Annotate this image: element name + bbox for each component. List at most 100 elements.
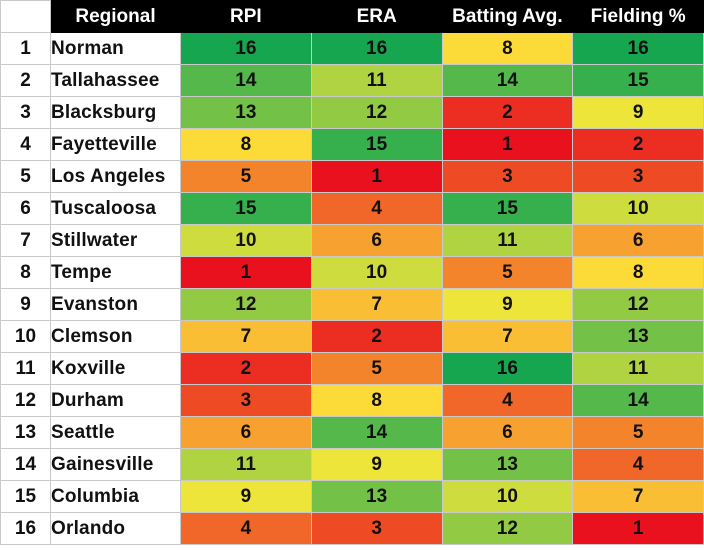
rpi-cell[interactable]: 13 [180,96,312,129]
fielding-pct-cell[interactable]: 13 [572,320,704,353]
fielding-pct-cell[interactable]: 9 [572,96,704,129]
regional-name-cell[interactable]: Tallahassee [50,64,181,97]
fielding-pct-cell[interactable]: 10 [572,192,704,225]
batting-avg-cell[interactable]: 14 [441,64,574,97]
batting-avg-cell[interactable]: 3 [441,160,574,193]
row-number-cell[interactable]: 4 [0,128,51,161]
rpi-cell[interactable]: 4 [180,512,312,545]
fielding-pct-cell[interactable]: 7 [572,480,704,513]
fielding-pct-cell[interactable]: 3 [572,160,704,193]
era-cell[interactable]: 9 [310,448,443,481]
rpi-cell[interactable]: 1 [180,256,312,289]
regional-name-cell[interactable]: Fayetteville [50,128,181,161]
row-number-cell[interactable]: 6 [0,192,51,225]
batting-avg-cell[interactable]: 1 [441,128,574,161]
era-cell[interactable]: 4 [310,192,443,225]
row-number-cell[interactable]: 7 [0,224,51,257]
rpi-cell[interactable]: 16 [180,32,312,65]
header-era[interactable]: ERA [310,0,443,33]
era-cell[interactable]: 14 [310,416,443,449]
era-cell[interactable]: 12 [310,96,443,129]
era-cell[interactable]: 6 [310,224,443,257]
regional-name-cell[interactable]: Tuscaloosa [50,192,181,225]
fielding-pct-cell[interactable]: 11 [572,352,704,385]
regional-name-cell[interactable]: Stillwater [50,224,181,257]
header-regional[interactable]: Regional [50,0,181,33]
fielding-pct-cell[interactable]: 1 [572,512,704,545]
regional-name-cell[interactable]: Los Angeles [50,160,181,193]
era-cell[interactable]: 7 [310,288,443,321]
rpi-cell[interactable]: 9 [180,480,312,513]
row-number-cell[interactable]: 1 [0,32,51,65]
era-cell[interactable]: 3 [310,512,443,545]
regional-name-cell[interactable]: Durham [50,384,181,417]
regional-name-cell[interactable]: Clemson [50,320,181,353]
regional-name-cell[interactable]: Columbia [50,480,181,513]
rpi-cell[interactable]: 10 [180,224,312,257]
row-number-cell[interactable]: 11 [0,352,51,385]
fielding-pct-cell[interactable]: 4 [572,448,704,481]
row-number-cell[interactable]: 14 [0,448,51,481]
row-number-cell[interactable]: 3 [0,96,51,129]
era-cell[interactable]: 8 [310,384,443,417]
fielding-pct-cell[interactable]: 15 [572,64,704,97]
era-cell[interactable]: 16 [310,32,443,65]
fielding-pct-cell[interactable]: 14 [572,384,704,417]
era-cell[interactable]: 13 [310,480,443,513]
regional-name-cell[interactable]: Blacksburg [50,96,181,129]
batting-avg-cell[interactable]: 15 [441,192,574,225]
fielding-pct-cell[interactable]: 5 [572,416,704,449]
row-number-cell[interactable]: 16 [0,512,51,545]
regional-name-cell[interactable]: Evanston [50,288,181,321]
batting-avg-cell[interactable]: 6 [441,416,574,449]
batting-avg-cell[interactable]: 7 [441,320,574,353]
row-number-cell[interactable]: 12 [0,384,51,417]
fielding-pct-cell[interactable]: 16 [572,32,704,65]
batting-avg-cell[interactable]: 2 [441,96,574,129]
regional-name-cell[interactable]: Norman [50,32,181,65]
row-number-cell[interactable]: 15 [0,480,51,513]
rpi-cell[interactable]: 11 [180,448,312,481]
batting-avg-cell[interactable]: 11 [441,224,574,257]
rpi-cell[interactable]: 5 [180,160,312,193]
era-cell[interactable]: 1 [310,160,443,193]
fielding-pct-cell[interactable]: 2 [572,128,704,161]
batting-avg-cell[interactable]: 10 [441,480,574,513]
batting-avg-cell[interactable]: 8 [441,32,574,65]
era-cell[interactable]: 5 [310,352,443,385]
corner-cell[interactable] [0,0,51,33]
batting-avg-cell[interactable]: 4 [441,384,574,417]
batting-avg-cell[interactable]: 5 [441,256,574,289]
fielding-pct-cell[interactable]: 8 [572,256,704,289]
rpi-cell[interactable]: 12 [180,288,312,321]
row-number-cell[interactable]: 9 [0,288,51,321]
era-cell[interactable]: 2 [310,320,443,353]
row-number-cell[interactable]: 13 [0,416,51,449]
row-number-cell[interactable]: 10 [0,320,51,353]
row-number-cell[interactable]: 5 [0,160,51,193]
row-number-cell[interactable]: 8 [0,256,51,289]
regional-name-cell[interactable]: Tempe [50,256,181,289]
era-cell[interactable]: 11 [310,64,443,97]
rpi-cell[interactable]: 14 [180,64,312,97]
batting-avg-cell[interactable]: 9 [441,288,574,321]
header-rpi[interactable]: RPI [180,0,312,33]
batting-avg-cell[interactable]: 12 [441,512,574,545]
rpi-cell[interactable]: 6 [180,416,312,449]
rpi-cell[interactable]: 15 [180,192,312,225]
fielding-pct-cell[interactable]: 12 [572,288,704,321]
rpi-cell[interactable]: 2 [180,352,312,385]
regional-name-cell[interactable]: Orlando [50,512,181,545]
era-cell[interactable]: 10 [310,256,443,289]
regional-name-cell[interactable]: Seattle [50,416,181,449]
header-batting-avg[interactable]: Batting Avg. [441,0,574,33]
regional-name-cell[interactable]: Gainesville [50,448,181,481]
rpi-cell[interactable]: 8 [180,128,312,161]
batting-avg-cell[interactable]: 16 [441,352,574,385]
header-fielding-pct[interactable]: Fielding % [572,0,704,33]
era-cell[interactable]: 15 [310,128,443,161]
rpi-cell[interactable]: 3 [180,384,312,417]
regional-name-cell[interactable]: Koxville [50,352,181,385]
batting-avg-cell[interactable]: 13 [441,448,574,481]
rpi-cell[interactable]: 7 [180,320,312,353]
